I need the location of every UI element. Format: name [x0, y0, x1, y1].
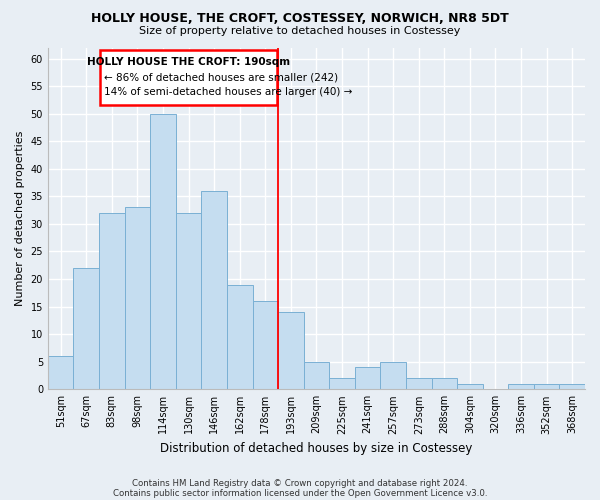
Text: Contains public sector information licensed under the Open Government Licence v3: Contains public sector information licen… [113, 488, 487, 498]
Text: HOLLY HOUSE THE CROFT: 190sqm: HOLLY HOUSE THE CROFT: 190sqm [87, 58, 290, 68]
Bar [125, 208, 150, 390]
Bar [508, 384, 534, 390]
Bar [176, 213, 202, 390]
Bar [227, 284, 253, 390]
Text: 14% of semi-detached houses are larger (40) →: 14% of semi-detached houses are larger (… [104, 87, 353, 97]
Bar [278, 312, 304, 390]
X-axis label: Distribution of detached houses by size in Costessey: Distribution of detached houses by size … [160, 442, 473, 455]
Bar [355, 368, 380, 390]
Bar [431, 378, 457, 390]
Bar [406, 378, 431, 390]
Text: HOLLY HOUSE, THE CROFT, COSTESSEY, NORWICH, NR8 5DT: HOLLY HOUSE, THE CROFT, COSTESSEY, NORWI… [91, 12, 509, 26]
Bar [202, 191, 227, 390]
Bar [380, 362, 406, 390]
Bar [304, 362, 329, 390]
Bar [253, 301, 278, 390]
Bar [48, 356, 73, 390]
Bar [73, 268, 99, 390]
Text: Size of property relative to detached houses in Costessey: Size of property relative to detached ho… [139, 26, 461, 36]
Bar [99, 213, 125, 390]
Bar [150, 114, 176, 390]
Bar [534, 384, 559, 390]
Bar [100, 50, 277, 106]
Y-axis label: Number of detached properties: Number of detached properties [15, 130, 25, 306]
Bar [559, 384, 585, 390]
Bar [329, 378, 355, 390]
Text: Contains HM Land Registry data © Crown copyright and database right 2024.: Contains HM Land Registry data © Crown c… [132, 478, 468, 488]
Text: ← 86% of detached houses are smaller (242): ← 86% of detached houses are smaller (24… [104, 72, 338, 83]
Bar [457, 384, 482, 390]
